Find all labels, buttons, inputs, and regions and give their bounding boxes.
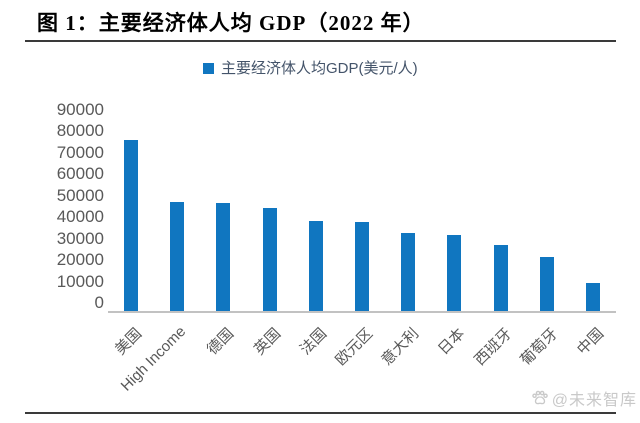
y-tick-label: 10000	[56, 271, 104, 291]
y-tick-label: 20000	[56, 250, 104, 270]
bar	[493, 245, 508, 311]
x-tick-label: 法国	[296, 325, 330, 359]
x-tick-label: 日本	[435, 325, 469, 359]
bar	[447, 235, 462, 311]
x-tick-label: 西班牙	[470, 325, 515, 369]
bar-column	[154, 110, 200, 311]
x-tick-label: 英国	[250, 325, 284, 359]
y-tick-label: 60000	[56, 164, 104, 184]
watermark: @未来智库	[531, 386, 637, 410]
y-tick-label: 80000	[56, 121, 104, 141]
x-tick-label: 意大利	[378, 325, 423, 369]
bar	[262, 208, 277, 311]
bar-column	[339, 110, 385, 311]
bar-column	[524, 110, 570, 311]
bar-column	[385, 110, 431, 311]
bar	[170, 202, 185, 311]
bar	[355, 222, 370, 311]
bar-column	[108, 110, 154, 311]
bar-column	[293, 110, 339, 311]
paw-icon	[531, 389, 549, 407]
x-tick-label: 葡萄牙	[517, 325, 561, 369]
plot-area	[108, 110, 616, 313]
bottom-divider	[25, 412, 616, 414]
bar-column	[247, 110, 293, 311]
legend-marker-icon	[203, 62, 214, 74]
figure-title: 图 1：主要经济体人均 GDP（2022 年）	[37, 11, 425, 35]
y-tick-label: 90000	[56, 100, 104, 119]
bar	[124, 140, 139, 311]
legend-label: 主要经济体人均GDP(美元/人)	[221, 60, 418, 77]
bar	[308, 221, 323, 311]
bar-column	[200, 110, 246, 311]
x-tick-label: 德国	[204, 325, 238, 359]
bar	[401, 233, 416, 311]
x-tick-label: 中国	[573, 325, 608, 359]
watermark-text: @未来智库	[551, 392, 637, 409]
bar-column	[478, 110, 524, 311]
y-axis: 90000 80000 70000 60000 50000 40000 30000 20000…	[30, 101, 104, 312]
bar	[585, 283, 600, 311]
y-tick-label: 70000	[56, 142, 104, 162]
chart-legend: 主要经济体人均GDP(美元/人)	[203, 57, 418, 78]
y-tick-label: 50000	[56, 185, 104, 205]
y-tick-label: 30000	[56, 228, 104, 248]
x-tick-label: 美国	[111, 325, 146, 359]
bar	[539, 257, 554, 311]
y-tick-label: 0	[94, 292, 104, 312]
y-tick-label: 40000	[56, 207, 104, 227]
bar	[216, 203, 231, 311]
bar-column	[431, 110, 477, 311]
top-divider	[25, 40, 616, 42]
x-tick-label: 欧元区	[332, 325, 377, 369]
bar-column	[570, 110, 616, 311]
